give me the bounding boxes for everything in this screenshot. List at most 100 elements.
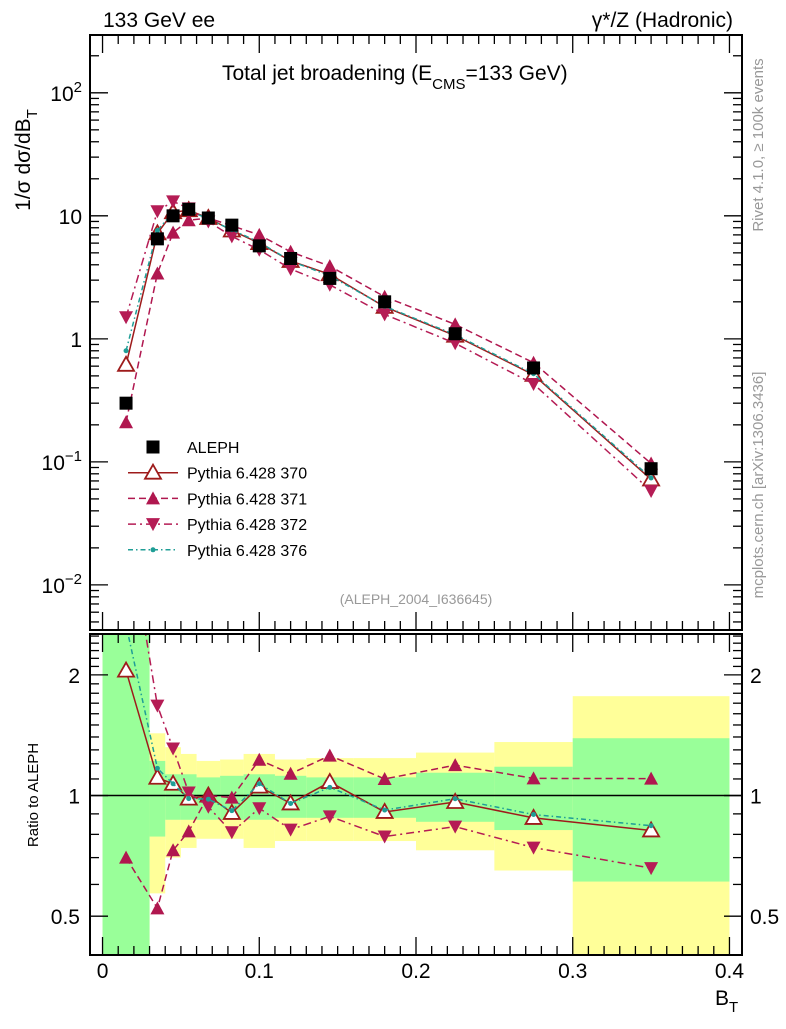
chart-title-sub: CMS	[432, 76, 465, 93]
x-tick-label: 0.2	[401, 960, 430, 983]
series-layer	[116, 195, 661, 915]
ratio-point	[252, 752, 267, 766]
chart-title-tail: =133 GeV)	[465, 62, 567, 85]
data-point	[166, 195, 181, 209]
legend-item: Pythia 6.428 376	[128, 543, 307, 560]
data-point	[116, 355, 136, 372]
ratio-point	[377, 771, 392, 785]
ratio-point	[252, 802, 267, 816]
x-axis-label-sub: T	[729, 999, 738, 1016]
y-tick-label-exponent: −2	[65, 571, 82, 588]
ratio-point	[201, 800, 216, 814]
ratio-band-stat	[102, 634, 150, 955]
legend-label: ALEPH	[187, 440, 239, 457]
data-point	[123, 348, 129, 354]
legend-marker	[150, 547, 156, 553]
ratio-point	[644, 862, 659, 876]
ratio-point	[166, 843, 181, 857]
ratio-point	[150, 901, 165, 915]
y-axis-label-main: 1/σ dσ/dB	[12, 118, 35, 210]
data-point	[448, 327, 462, 341]
data-point	[201, 211, 215, 225]
data-point	[526, 377, 541, 391]
ratio-y-tick-label-right: 2	[750, 665, 762, 688]
y-tick-label-exponent: 2	[74, 79, 82, 96]
ratio-point	[283, 766, 298, 780]
data-point	[448, 317, 463, 331]
ratio-point	[531, 812, 537, 818]
series-aleph	[119, 202, 658, 476]
ratio-point	[119, 850, 134, 864]
ratio-y-tick-label: 2	[68, 665, 80, 688]
ratio-point	[256, 781, 262, 787]
ratio-point	[116, 660, 136, 678]
ratio-point	[170, 781, 176, 787]
ratio-point	[448, 758, 463, 772]
legend-label: Pythia 6.428 376	[187, 543, 307, 560]
data-point	[252, 239, 266, 253]
ratio-y-tick-label: 0.5	[51, 906, 80, 929]
ratio-point	[224, 790, 239, 804]
ratio-point	[377, 830, 392, 844]
chart-title-main: Total jet broadening (E	[222, 62, 432, 85]
y-tick-label: 102	[50, 79, 82, 106]
data-point	[182, 202, 196, 216]
ratio-point	[526, 771, 541, 785]
analysis-id-annotation: (ALEPH_2004_I636645)	[340, 591, 493, 607]
ratio-panel-frame	[89, 633, 743, 956]
ratio-point	[526, 841, 541, 855]
ratio-point	[205, 796, 211, 802]
header-left: 133 GeV ee	[103, 9, 215, 32]
legend-marker	[146, 518, 160, 532]
ratio-point	[322, 748, 337, 762]
ratio-series-pythia-6-428-371	[119, 748, 659, 915]
ratio-point	[119, 509, 133, 522]
x-tick-label: 0.4	[715, 960, 745, 983]
y-tick-label: 10−2	[42, 571, 82, 598]
data-point	[323, 271, 337, 285]
data-point	[224, 230, 239, 244]
legend-marker	[146, 440, 160, 454]
ratio-band-stat	[572, 738, 730, 882]
y-tick-label-base: 1	[70, 329, 82, 352]
legend-label: Pythia 6.428 372	[187, 517, 307, 534]
legend-label: Pythia 6.428 371	[187, 491, 307, 508]
y-tick-label: 10	[59, 206, 82, 229]
x-tick-label: 0	[97, 960, 109, 983]
legend-item: Pythia 6.428 370	[128, 462, 307, 483]
data-point	[644, 462, 658, 476]
y-tick-label-base: 10	[42, 575, 65, 598]
ratio-point	[150, 699, 165, 713]
header-right: γ*/Z (Hadronic)	[592, 9, 733, 32]
ratio-point	[224, 826, 239, 840]
ratio-point	[448, 820, 463, 834]
legend-label: Pythia 6.428 370	[187, 466, 307, 483]
data-point	[166, 225, 181, 239]
y-tick-label-base: 10	[50, 83, 73, 106]
ratio-point	[644, 771, 659, 785]
legend-item: Pythia 6.428 372	[128, 517, 307, 534]
ratio-point	[181, 824, 196, 838]
legend-marker	[146, 491, 160, 505]
y-tick-label-base: 10	[59, 206, 82, 229]
data-point	[377, 308, 392, 322]
data-point	[252, 227, 267, 241]
x-axis-label-main: B	[715, 987, 729, 1010]
y-tick-label: 1	[70, 329, 82, 352]
data-point	[284, 251, 298, 265]
data-point	[150, 266, 165, 280]
ratio-point	[229, 808, 235, 814]
data-point	[378, 295, 392, 309]
ratio-point	[124, 622, 129, 627]
series-line	[125, 217, 652, 465]
y-tick-label-base: 10	[42, 452, 65, 475]
data-point	[181, 213, 196, 227]
y-axis-label-sub: T	[24, 109, 41, 118]
ratio-point	[166, 742, 181, 756]
x-tick-label: 0.3	[558, 960, 587, 983]
ratio-point	[382, 807, 388, 813]
ratio-point	[147, 767, 167, 785]
ratio-point	[641, 820, 661, 838]
series-pythia-6-428-371	[119, 211, 659, 470]
